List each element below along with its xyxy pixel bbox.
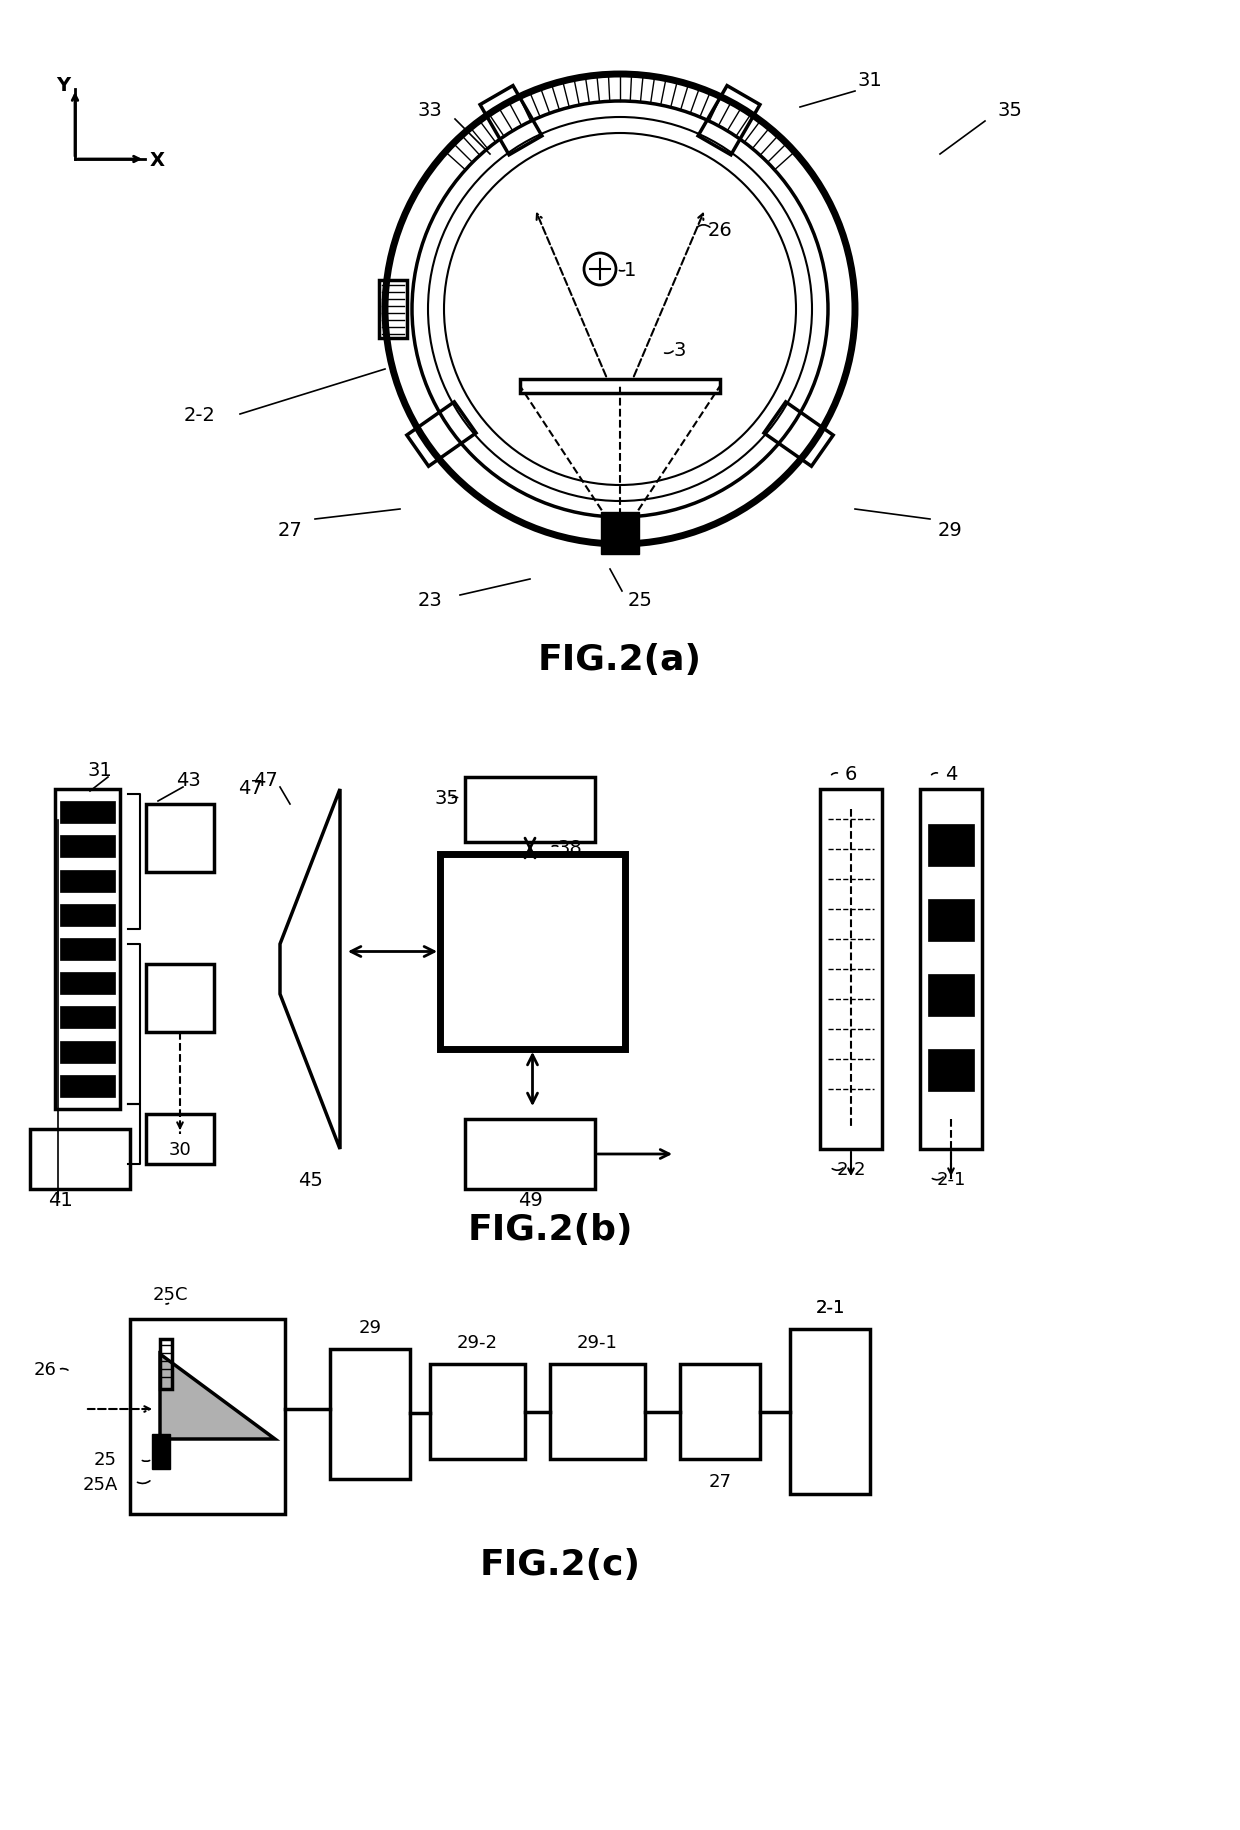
Bar — [60, 1041, 115, 1063]
Bar — [130, 1319, 285, 1513]
Text: 2-1: 2-1 — [816, 1297, 844, 1316]
Bar — [60, 1076, 115, 1098]
Bar — [55, 789, 120, 1109]
Text: 29-1: 29-1 — [577, 1334, 618, 1351]
Text: Y: Y — [56, 75, 71, 95]
Bar — [160, 1340, 172, 1389]
Bar — [146, 805, 215, 873]
Text: 35: 35 — [997, 101, 1023, 119]
Text: FIG.2(a): FIG.2(a) — [538, 642, 702, 677]
Text: 29: 29 — [358, 1318, 382, 1336]
Text: FIG.2(c): FIG.2(c) — [480, 1546, 641, 1581]
Bar — [379, 280, 407, 339]
Text: 38: 38 — [558, 838, 583, 858]
Bar — [928, 974, 973, 1016]
Text: 30: 30 — [169, 1140, 191, 1158]
Text: 3: 3 — [673, 340, 686, 359]
Text: 2-1: 2-1 — [936, 1171, 966, 1188]
Bar — [60, 939, 115, 961]
Text: 27: 27 — [708, 1471, 732, 1490]
Bar — [820, 789, 882, 1149]
Bar — [60, 904, 115, 926]
Bar — [928, 825, 973, 867]
Bar — [465, 778, 595, 842]
Bar — [520, 381, 720, 393]
Text: 33: 33 — [418, 101, 443, 119]
Bar — [790, 1329, 870, 1493]
Text: 49: 49 — [517, 1190, 542, 1210]
Text: 29: 29 — [937, 520, 962, 540]
Bar — [60, 802, 115, 824]
Bar — [60, 869, 115, 891]
Text: 23: 23 — [418, 591, 443, 609]
Bar — [465, 1120, 595, 1190]
Text: 6: 6 — [844, 765, 857, 783]
Text: 25: 25 — [93, 1449, 117, 1468]
Bar — [60, 974, 115, 996]
Bar — [60, 836, 115, 858]
Text: 26: 26 — [33, 1360, 57, 1378]
Text: 25C: 25C — [153, 1285, 187, 1303]
Bar — [146, 1114, 215, 1164]
Text: 27: 27 — [278, 520, 303, 540]
Bar — [146, 964, 215, 1032]
Text: 47: 47 — [253, 770, 278, 789]
Text: 31: 31 — [858, 71, 883, 90]
Text: 41: 41 — [47, 1190, 72, 1210]
Bar — [928, 900, 973, 941]
Bar — [60, 1007, 115, 1028]
Text: 2-2: 2-2 — [184, 404, 216, 425]
Polygon shape — [160, 1354, 275, 1438]
Bar — [330, 1349, 410, 1479]
Bar — [680, 1363, 760, 1459]
Text: 29-2: 29-2 — [458, 1334, 498, 1351]
Bar — [440, 855, 625, 1049]
Text: 25A: 25A — [82, 1475, 118, 1493]
Text: 4: 4 — [945, 765, 957, 783]
Text: 2-2: 2-2 — [836, 1160, 866, 1179]
Bar — [30, 1129, 130, 1190]
Text: 43: 43 — [176, 770, 201, 789]
Text: FIG.2(b): FIG.2(b) — [467, 1211, 632, 1246]
Bar — [920, 789, 982, 1149]
Text: 45: 45 — [298, 1169, 322, 1190]
Bar — [153, 1435, 170, 1469]
Text: 25: 25 — [627, 591, 652, 609]
Bar — [551, 1363, 645, 1459]
Text: 31: 31 — [88, 759, 113, 780]
Text: 26: 26 — [708, 220, 733, 240]
Text: X: X — [150, 150, 165, 170]
Bar — [430, 1363, 525, 1459]
Bar — [928, 1049, 973, 1091]
Text: 2-1: 2-1 — [816, 1297, 844, 1316]
Text: 35: 35 — [434, 789, 460, 807]
Text: 47: 47 — [238, 778, 263, 798]
Bar — [601, 512, 639, 554]
Text: 1: 1 — [624, 260, 636, 280]
